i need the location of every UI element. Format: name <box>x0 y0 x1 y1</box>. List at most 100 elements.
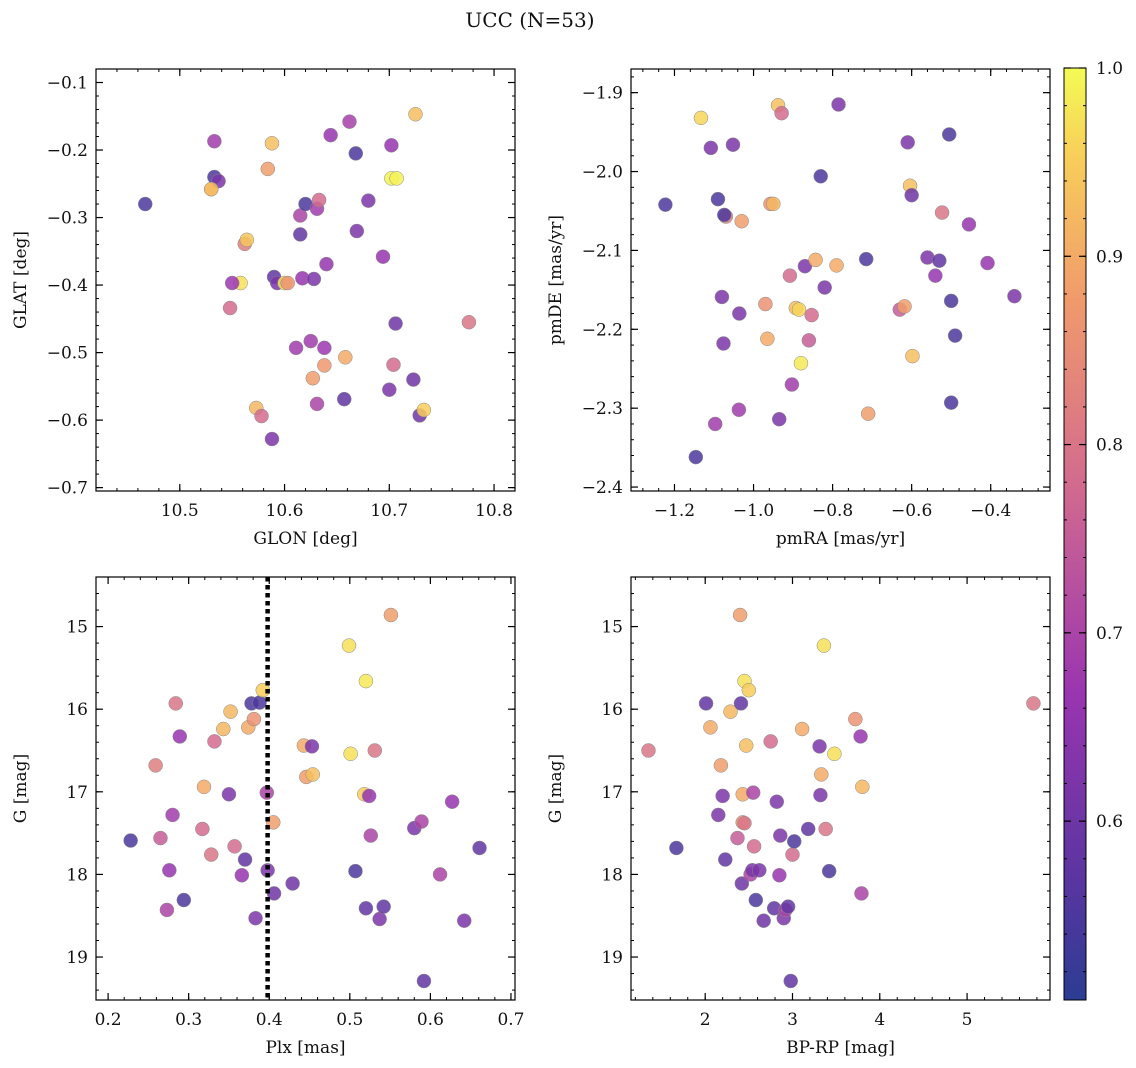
data-point <box>932 253 947 268</box>
data-point <box>323 127 338 143</box>
colorbar-tick-label: 0.8 <box>1096 436 1123 456</box>
data-point <box>383 607 399 623</box>
x-tick-label: 0.6 <box>417 1010 444 1030</box>
data-point <box>658 197 673 212</box>
data-point <box>221 787 237 802</box>
data-point <box>288 340 304 356</box>
y-tick-label: 15 <box>66 618 88 638</box>
data-point <box>641 743 656 758</box>
data-point <box>252 695 267 710</box>
data-point <box>854 886 869 901</box>
data-point <box>793 355 809 371</box>
data-point <box>827 746 842 762</box>
data-point <box>207 133 222 149</box>
data-point <box>285 876 300 891</box>
data-point <box>203 181 219 197</box>
data-point <box>237 852 253 867</box>
data-point <box>388 316 403 331</box>
data-point <box>260 161 276 177</box>
data-point <box>943 395 959 410</box>
data-point <box>159 902 175 918</box>
y-tick-label: −0.7 <box>47 479 88 499</box>
data-point <box>669 840 684 856</box>
x-tick-label: 3 <box>787 1010 798 1030</box>
colorbar-tick-label: 0.9 <box>1096 247 1123 267</box>
axes-frame <box>630 68 1051 492</box>
data-point <box>305 370 321 386</box>
data-point <box>337 391 352 407</box>
data-point <box>358 901 374 916</box>
data-point <box>766 196 781 212</box>
data-point <box>207 734 222 749</box>
data-point <box>774 105 789 121</box>
data-point <box>934 205 950 220</box>
data-point <box>309 396 325 412</box>
data-point <box>375 249 391 264</box>
data-point <box>941 127 957 142</box>
data-point <box>818 821 833 837</box>
y-tick-label: −2.0 <box>582 163 623 183</box>
x-tick-label: 0.3 <box>175 1010 202 1030</box>
data-point <box>319 256 334 272</box>
colorbar-tick-label: 0.7 <box>1096 624 1123 644</box>
data-point <box>317 340 332 356</box>
data-point <box>343 746 358 762</box>
data-point <box>745 785 761 800</box>
data-point <box>176 892 192 908</box>
data-point <box>222 300 238 316</box>
data-point <box>264 136 280 151</box>
data-point <box>1026 696 1041 711</box>
data-point <box>831 97 846 112</box>
data-point <box>382 382 397 397</box>
x-tick-label: 2 <box>700 1010 711 1030</box>
data-point <box>361 788 377 804</box>
data-point <box>713 758 729 773</box>
data-point <box>162 863 177 878</box>
x-axis-label: GLON [deg] <box>253 529 357 549</box>
data-point <box>416 402 432 418</box>
data-point <box>904 187 919 203</box>
data-point <box>688 449 704 465</box>
data-point <box>748 892 764 908</box>
color-magnitude-points <box>641 607 1041 989</box>
data-point <box>741 682 757 698</box>
y-tick-label: −0.1 <box>47 74 88 94</box>
x-tick-label: 5 <box>962 1010 973 1030</box>
x-tick-label: 10.5 <box>161 501 199 521</box>
data-point <box>725 137 741 152</box>
data-point <box>361 193 376 208</box>
data-point <box>123 833 138 848</box>
data-point <box>801 333 817 348</box>
data-point <box>1007 288 1022 304</box>
data-point <box>730 830 745 846</box>
pm-points <box>658 97 1022 465</box>
data-point <box>293 227 308 242</box>
x-tick-label: −1.0 <box>733 501 774 521</box>
data-point <box>928 268 943 283</box>
data-point <box>303 333 318 349</box>
data-point <box>710 191 726 207</box>
data-point <box>734 213 749 229</box>
data-point <box>408 106 423 122</box>
data-point <box>733 696 749 711</box>
data-point <box>800 821 816 837</box>
y-tick-label: −2.3 <box>582 399 623 419</box>
data-point <box>304 739 320 754</box>
color-magnitude-panel: 2 3 4 5 15 16 17 18 19 BP-RP [mag] G [mag] <box>546 576 1051 1058</box>
pm-panel: −1.2 −1.0 −0.8 −0.6 −0.4 −2.4 −2.3 −2.2 −2.1 −2.0… <box>546 68 1051 549</box>
data-point <box>797 258 813 274</box>
data-point <box>782 268 798 283</box>
data-point <box>715 788 730 804</box>
figure-title: UCC (N=53) <box>465 8 594 32</box>
y-tick-label: −1.9 <box>582 84 623 104</box>
data-point <box>148 758 163 773</box>
data-point <box>858 251 874 267</box>
data-point <box>367 743 383 758</box>
data-point <box>947 328 963 343</box>
data-point <box>444 794 460 809</box>
x-axis-label: Plx [mas] <box>265 1038 345 1058</box>
data-point <box>703 140 719 156</box>
data-point <box>195 821 210 837</box>
data-point <box>855 779 870 795</box>
